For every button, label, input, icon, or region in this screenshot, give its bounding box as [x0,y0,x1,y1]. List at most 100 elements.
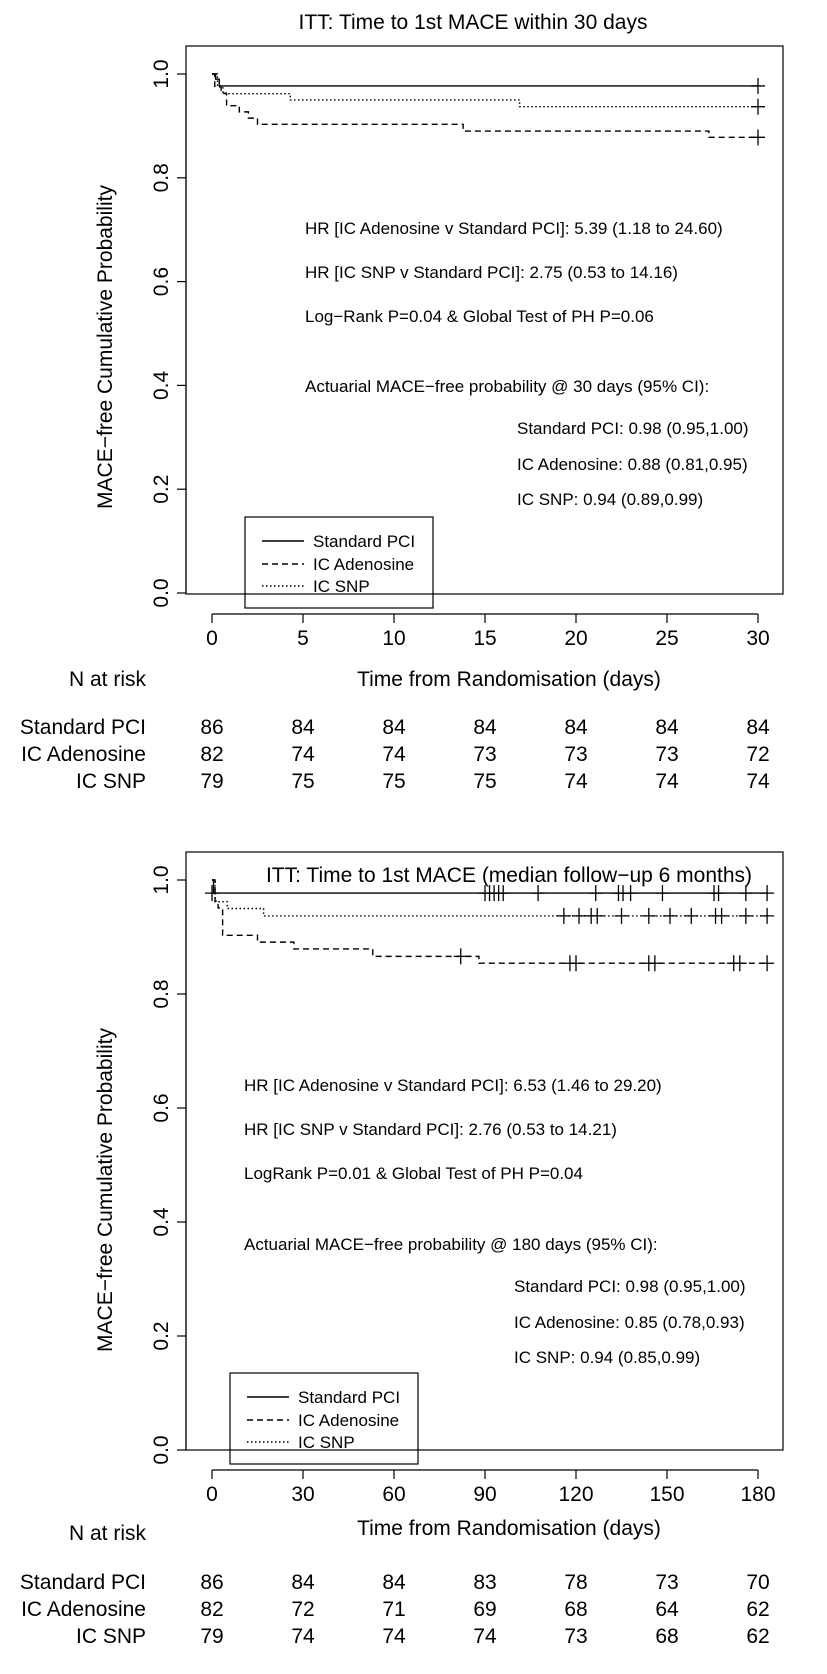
x-axis-label: Time from Randomisation (days) [357,668,661,691]
y-tick-label: 0.6 [150,1093,173,1122]
risk-value: 84 [564,716,588,739]
censor-mark [760,907,775,924]
risk-value: 84 [291,716,315,739]
censor-mark [655,885,670,902]
censor-mark [453,948,468,965]
legend-label-ic-snp: IC SNP [313,577,370,596]
censor-mark [647,955,662,972]
risk-value: 68 [564,1598,587,1621]
censor-mark [684,907,699,924]
risk-value: 75 [473,770,496,793]
chart-title: ITT: Time to 1st MACE (median follow−up … [266,864,752,887]
risk-value: 74 [291,743,315,766]
y-tick-label: 0.0 [150,1435,173,1464]
legend-box [244,516,434,609]
risk-value: 74 [382,1625,406,1648]
annotation-actuarial-standard-pci: Standard PCI: 0.98 (0.95,1.00) [514,1277,746,1296]
series-standard-pci [212,73,765,94]
annotation-actuarial-standard-pci: Standard PCI: 0.98 (0.95,1.00) [517,419,749,438]
censor-mark [663,907,678,924]
risk-value: 84 [291,1571,315,1594]
risk-value: 84 [382,716,406,739]
censor-mark [738,885,753,902]
censor-mark [590,907,605,924]
legend-label-ic-snp: IC SNP [298,1433,355,1452]
y-tick-label: 0.4 [150,1207,173,1237]
risk-value: 84 [746,716,770,739]
risk-value: 83 [473,1571,496,1594]
risk-value: 62 [746,1625,769,1648]
annotation-actuarial-ic-adenosine: IC Adenosine: 0.85 (0.78,0.93) [514,1313,745,1332]
risk-value: 73 [655,1571,678,1594]
km-panel-180-days: ITT: Time to 1st MACE (median follow−up … [20,851,784,1648]
risk-value: 75 [291,770,314,793]
risk-row-label: Standard PCI [20,716,146,739]
y-axis-label: MACE−free Cumulative Probability [94,1028,117,1352]
risk-value: 84 [473,716,497,739]
censor-mark [205,885,219,902]
risk-row-label: IC Adenosine [21,743,146,766]
annotation-logrank: LogRank P=0.01 & Global Test of PH P=0.0… [244,1164,583,1183]
risk-value: 73 [473,743,496,766]
x-axis: 0 30 60 90 120 150 180 [206,1469,776,1506]
x-tick-label: 5 [297,627,309,650]
censor-mark [751,129,765,146]
censor-mark [569,955,583,972]
risk-value: 82 [200,743,223,766]
censor-mark [572,907,587,924]
annotation-actuarial-header: Actuarial MACE−free probability @ 180 da… [244,1235,658,1254]
risk-row-label: Standard PCI [20,1571,146,1594]
censor-mark [732,955,747,972]
annotation-hr-snp: HR [IC SNP v Standard PCI]: 2.75 (0.53 t… [305,263,678,282]
risk-value: 79 [200,1625,223,1648]
censor-mark [641,907,656,924]
series-ic-adenosine [212,73,765,146]
risk-table-header: N at risk [69,1522,147,1545]
km-panel-30-days: ITT: Time to 1st MACE within 30 days MAC… [20,11,784,793]
risk-value: 71 [382,1598,405,1621]
x-axis: 0 5 10 15 20 25 30 [206,613,770,650]
risk-value: 86 [200,716,223,739]
y-tick-label: 0.4 [150,370,173,400]
risk-table: N at risk Standard PCI 86 84 84 83 78 73 70 IC A… [20,1522,770,1648]
x-tick-label: 180 [740,1483,775,1506]
risk-value: 73 [564,743,587,766]
legend-label-ic-adenosine: IC Adenosine [313,555,414,574]
legend-label-standard-pci: Standard PCI [313,532,415,551]
series-ic-snp [212,879,775,924]
x-tick-label: 10 [382,627,405,650]
risk-value: 62 [746,1598,769,1621]
annotation-actuarial-ic-snp: IC SNP: 0.94 (0.85,0.99) [514,1348,700,1367]
risk-row-label: IC SNP [76,770,146,793]
risk-value: 84 [655,716,679,739]
x-tick-label: 0 [206,1483,218,1506]
risk-value: 84 [382,1571,406,1594]
series-ic-snp [212,73,765,115]
censor-mark [711,885,726,902]
risk-row-label: IC SNP [76,1625,146,1648]
y-axis: 0.0 0.2 0.4 0.6 0.8 1.0 [150,59,187,608]
y-tick-label: 0.6 [150,267,173,296]
annotation-actuarial-header: Actuarial MACE−free probability @ 30 day… [305,377,709,396]
x-axis-label: Time from Randomisation (days) [357,1517,661,1540]
censor-mark [623,885,638,902]
censor-mark [496,885,511,902]
annotation-hr-snp: HR [IC SNP v Standard PCI]: 2.76 (0.53 t… [244,1120,617,1139]
x-tick-label: 30 [291,1483,314,1506]
censor-mark [531,885,546,902]
x-tick-label: 60 [382,1483,405,1506]
censor-mark [738,907,753,924]
risk-value: 72 [291,1598,314,1621]
legend: Standard PCI IC Adenosine IC SNP [229,1372,419,1465]
censor-mark [760,885,775,902]
y-axis: 0.0 0.2 0.4 0.6 0.8 1.0 [150,865,187,1465]
risk-value: 73 [564,1625,587,1648]
y-tick-label: 0.8 [150,163,173,192]
risk-value: 79 [200,770,223,793]
risk-value: 72 [746,743,769,766]
series-ic-adenosine [212,879,775,972]
annotation-block: HR [IC Adenosine v Standard PCI]: 6.53 (… [244,1076,746,1367]
x-tick-label: 15 [473,627,496,650]
risk-value: 74 [291,1625,315,1648]
